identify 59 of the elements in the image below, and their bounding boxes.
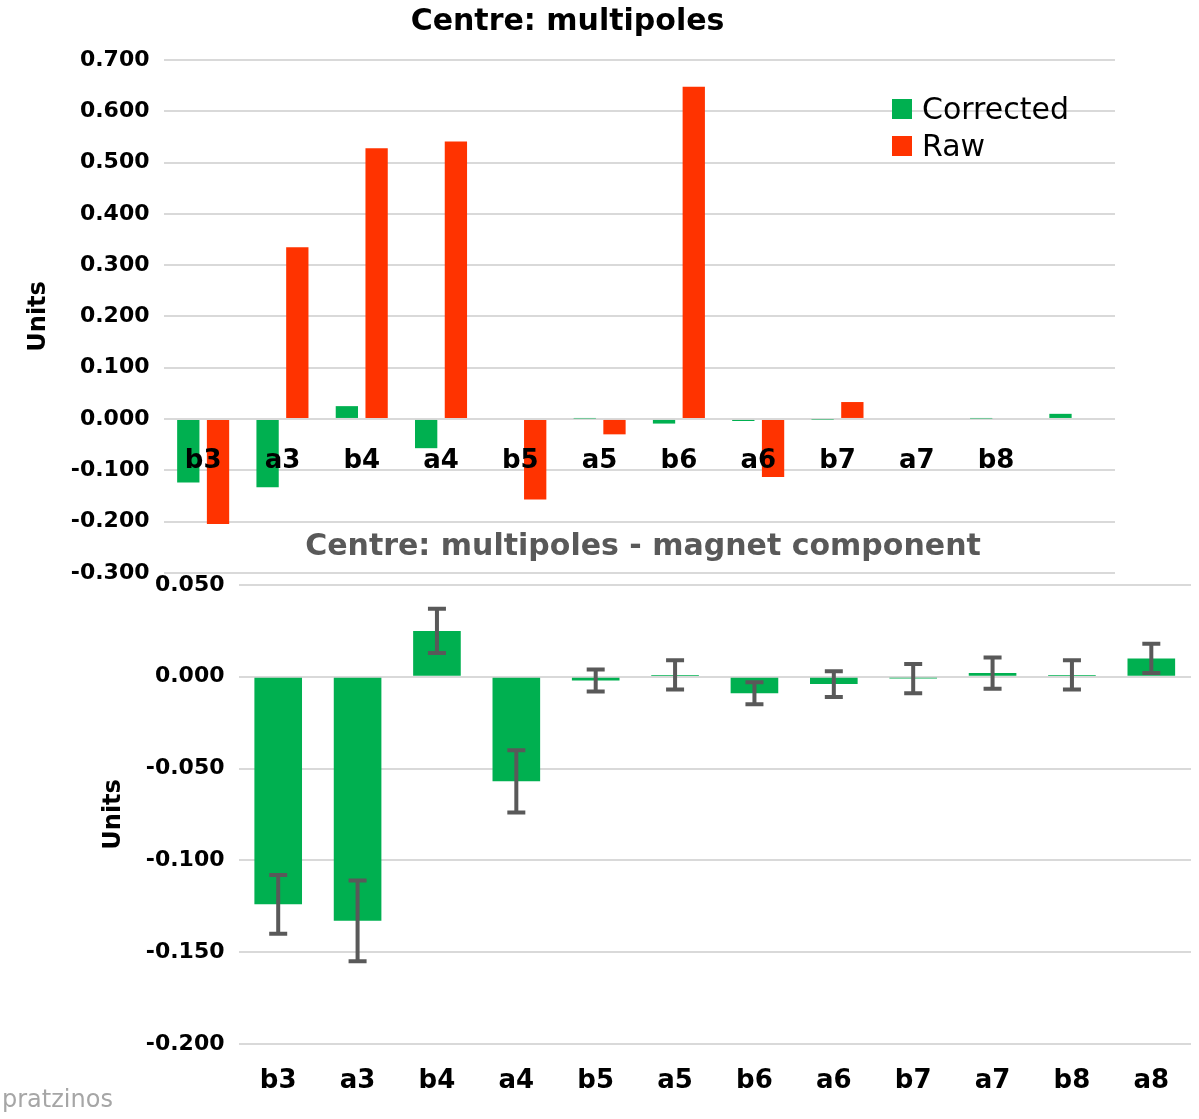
x-tick-label: b4	[418, 1064, 456, 1095]
bar	[286, 247, 309, 418]
y-tick-label: 0.300	[79, 250, 150, 276]
x-tick-label: a8	[1133, 1064, 1170, 1095]
y-tick-label: 0.200	[79, 302, 150, 328]
y-tick-label: 0.000	[154, 662, 225, 688]
y-tick-label: -0.100	[70, 455, 150, 481]
x-tick-label: a4	[423, 443, 459, 474]
y-tick-label: -0.050	[145, 754, 225, 780]
bar	[254, 677, 303, 905]
y-tick-label: 0.000	[79, 404, 150, 430]
bar	[682, 86, 705, 418]
y-tick-label: 0.050	[154, 570, 225, 596]
x-tick-label: a6	[816, 1064, 852, 1095]
y-tick-label: 0.600	[79, 97, 150, 122]
bar	[365, 148, 388, 418]
x-tick-label: b7	[894, 1064, 932, 1095]
bar	[333, 677, 382, 921]
x-tick-label: b3	[184, 443, 222, 474]
bar	[603, 419, 626, 435]
y-tick-label: -0.200	[145, 1029, 225, 1055]
bar	[841, 402, 864, 418]
y-tick-label: -0.100	[145, 846, 225, 871]
x-tick-label: b3	[259, 1064, 297, 1095]
x-tick-label: a4	[498, 1064, 535, 1095]
x-tick-label: b8	[977, 443, 1015, 474]
bar	[968, 673, 1017, 676]
y-axis-title: Units	[22, 281, 51, 352]
bar	[335, 406, 359, 418]
x-tick-label: b5	[577, 1064, 615, 1095]
legend-label: Raw	[922, 128, 986, 163]
chart-title: Centre: multipoles - magnet component	[305, 526, 981, 562]
y-tick-label: 0.500	[79, 148, 150, 174]
bar	[652, 419, 676, 424]
y-axis-title: Units	[97, 779, 126, 850]
y-tick-label: 0.400	[79, 199, 150, 225]
x-tick-label: a5	[657, 1064, 693, 1095]
x-tick-label: b4	[343, 443, 381, 474]
bar	[413, 630, 461, 676]
text: pratzinos	[2, 1085, 113, 1113]
y-tick-label: -0.150	[145, 937, 225, 963]
x-tick-label: b7	[819, 443, 856, 474]
x-tick-label: a5	[581, 443, 618, 474]
bar	[415, 419, 438, 449]
legend-label: Corrected	[922, 91, 1069, 126]
x-tick-label: b8	[1053, 1064, 1091, 1095]
x-tick-label: b6	[736, 1064, 773, 1095]
x-tick-label: b6	[660, 443, 698, 474]
y-tick-label: -0.200	[70, 507, 150, 533]
chart-title: Centre: multipoles	[410, 1, 725, 37]
bar	[444, 141, 468, 418]
x-tick-label: a7	[974, 1064, 1011, 1095]
y-tick-label: 0.700	[79, 45, 150, 71]
x-tick-label: a7	[898, 443, 935, 474]
x-tick-label: a3	[339, 1064, 376, 1095]
y-tick-label: 0.100	[79, 353, 150, 379]
y-tick-label: -0.300	[70, 558, 150, 584]
bar	[492, 677, 541, 782]
bar	[1049, 413, 1072, 418]
